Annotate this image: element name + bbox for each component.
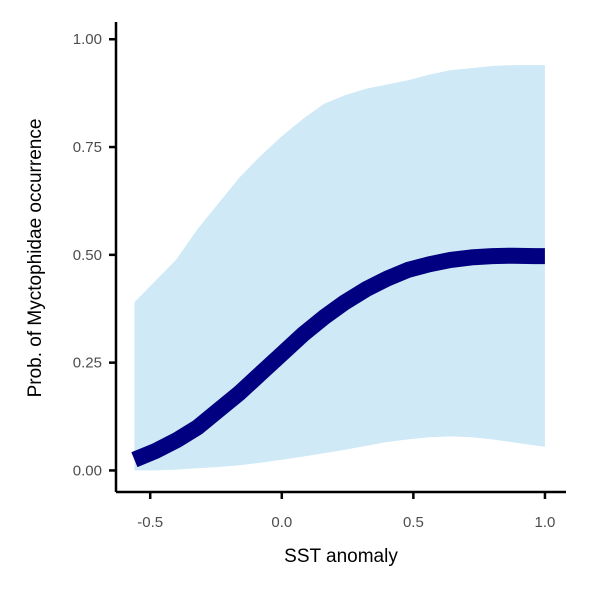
y-tick-label: 0.50 bbox=[73, 247, 102, 264]
y-tick-label: 0.75 bbox=[73, 139, 102, 156]
x-tick-label: -0.5 bbox=[137, 514, 163, 531]
x-axis-title: SST anomaly bbox=[284, 546, 398, 567]
fitted-line bbox=[131, 247, 545, 468]
confidence-ribbon bbox=[134, 65, 545, 471]
x-tick-label: 0.0 bbox=[271, 514, 292, 531]
x-tick-label: 1.0 bbox=[535, 514, 556, 531]
y-tick-label: 0.25 bbox=[73, 355, 102, 372]
x-tick-label: 0.5 bbox=[403, 514, 424, 531]
y-axis-title: Prob. of Myctophidae occurrence bbox=[25, 119, 46, 398]
y-tick-label: 1.00 bbox=[73, 31, 102, 48]
plot-area bbox=[131, 65, 545, 471]
axes: 0.00 0.25 0.50 0.75 1.00 -0.5 0.0 0.5 1.0 bbox=[73, 22, 566, 531]
y-tick-label: 0.00 bbox=[73, 462, 102, 479]
